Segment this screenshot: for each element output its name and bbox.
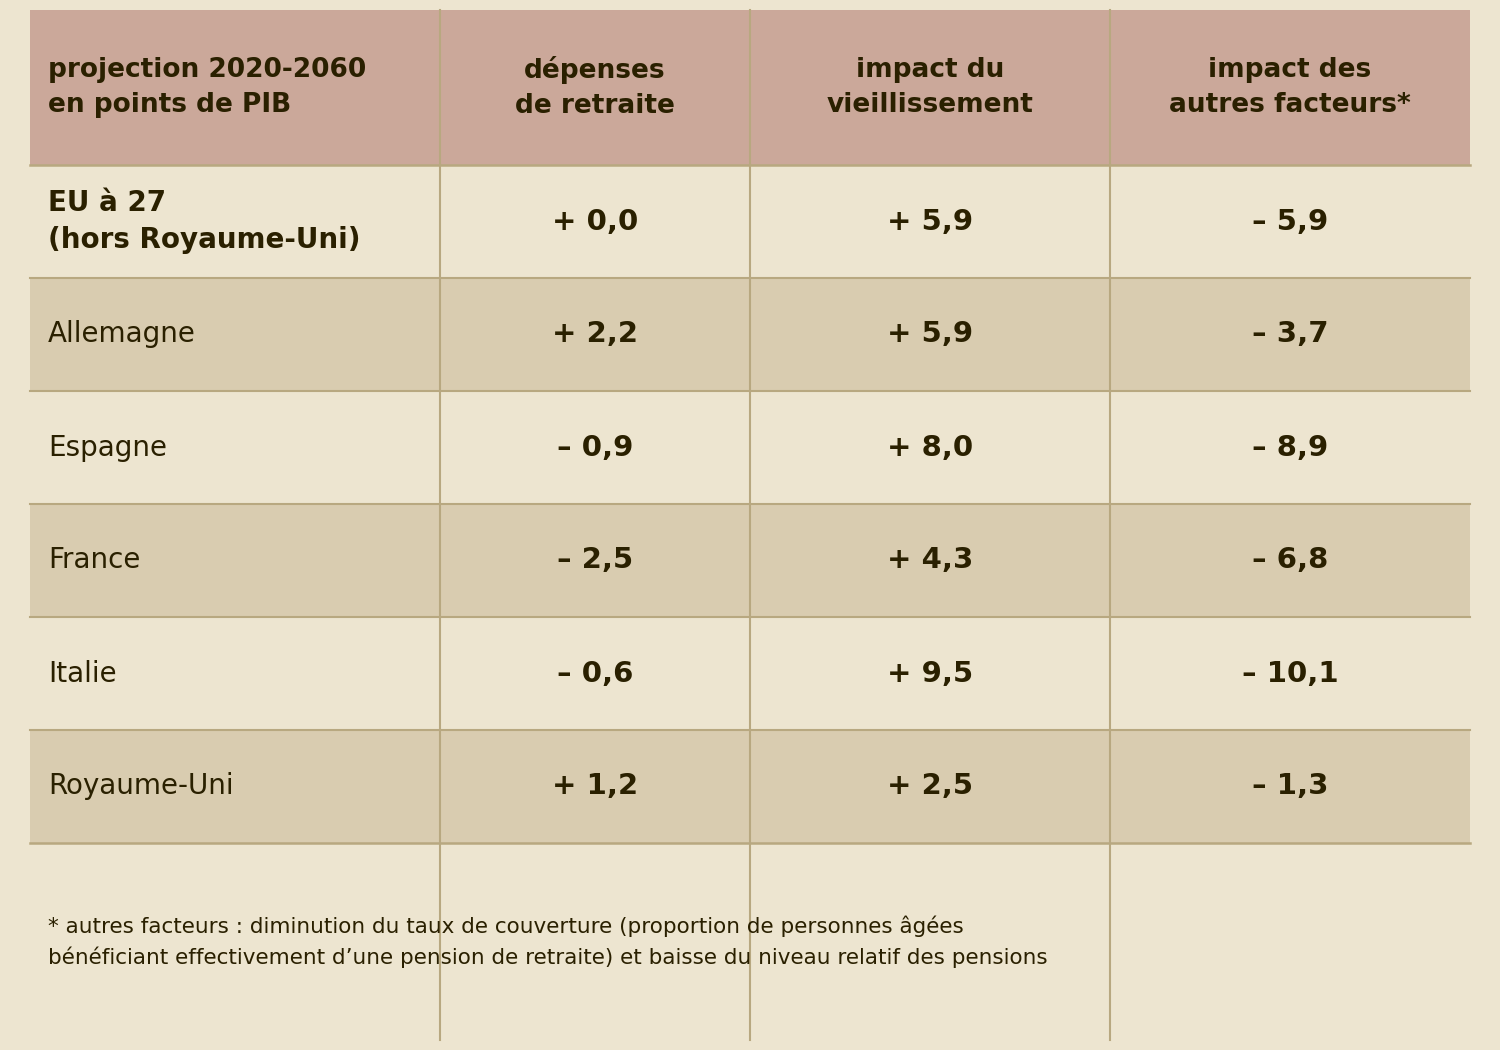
Text: * autres facteurs : diminution du taux de couverture (proportion de personnes âg: * autres facteurs : diminution du taux d… xyxy=(48,916,1047,968)
Text: – 8,9: – 8,9 xyxy=(1252,434,1328,462)
Bar xyxy=(30,843,1470,1040)
Text: Allemagne: Allemagne xyxy=(48,320,196,349)
Text: – 1,3: – 1,3 xyxy=(1251,773,1329,800)
Bar xyxy=(30,10,1470,165)
Text: + 8,0: + 8,0 xyxy=(886,434,974,462)
Text: – 5,9: – 5,9 xyxy=(1252,208,1328,235)
Bar xyxy=(30,278,1470,391)
Text: – 2,5: – 2,5 xyxy=(556,546,633,574)
Text: Italie: Italie xyxy=(48,659,117,688)
Text: + 1,2: + 1,2 xyxy=(552,773,638,800)
Text: – 3,7: – 3,7 xyxy=(1251,320,1329,349)
Text: + 4,3: + 4,3 xyxy=(886,546,974,574)
Text: + 2,2: + 2,2 xyxy=(552,320,638,349)
Text: – 10,1: – 10,1 xyxy=(1242,659,1338,688)
Bar xyxy=(30,391,1470,504)
Text: Royaume-Uni: Royaume-Uni xyxy=(48,773,234,800)
Text: – 0,6: – 0,6 xyxy=(556,659,633,688)
Bar xyxy=(30,165,1470,278)
Text: + 0,0: + 0,0 xyxy=(552,208,638,235)
Text: impact des
autres facteurs*: impact des autres facteurs* xyxy=(1168,57,1412,118)
Text: + 5,9: + 5,9 xyxy=(886,208,974,235)
Text: impact du
vieillissement: impact du vieillissement xyxy=(827,57,1034,118)
Bar xyxy=(30,617,1470,730)
Text: projection 2020-2060
en points de PIB: projection 2020-2060 en points de PIB xyxy=(48,57,366,118)
Text: – 0,9: – 0,9 xyxy=(556,434,633,462)
Text: dépenses
de retraite: dépenses de retraite xyxy=(514,56,675,119)
Text: Espagne: Espagne xyxy=(48,434,166,462)
Bar xyxy=(30,504,1470,617)
Text: + 5,9: + 5,9 xyxy=(886,320,974,349)
Text: – 6,8: – 6,8 xyxy=(1252,546,1328,574)
Text: + 9,5: + 9,5 xyxy=(886,659,974,688)
Text: + 2,5: + 2,5 xyxy=(886,773,974,800)
Text: France: France xyxy=(48,546,141,574)
Bar xyxy=(30,730,1470,843)
Text: EU à 27
(hors Royaume-Uni): EU à 27 (hors Royaume-Uni) xyxy=(48,189,360,254)
